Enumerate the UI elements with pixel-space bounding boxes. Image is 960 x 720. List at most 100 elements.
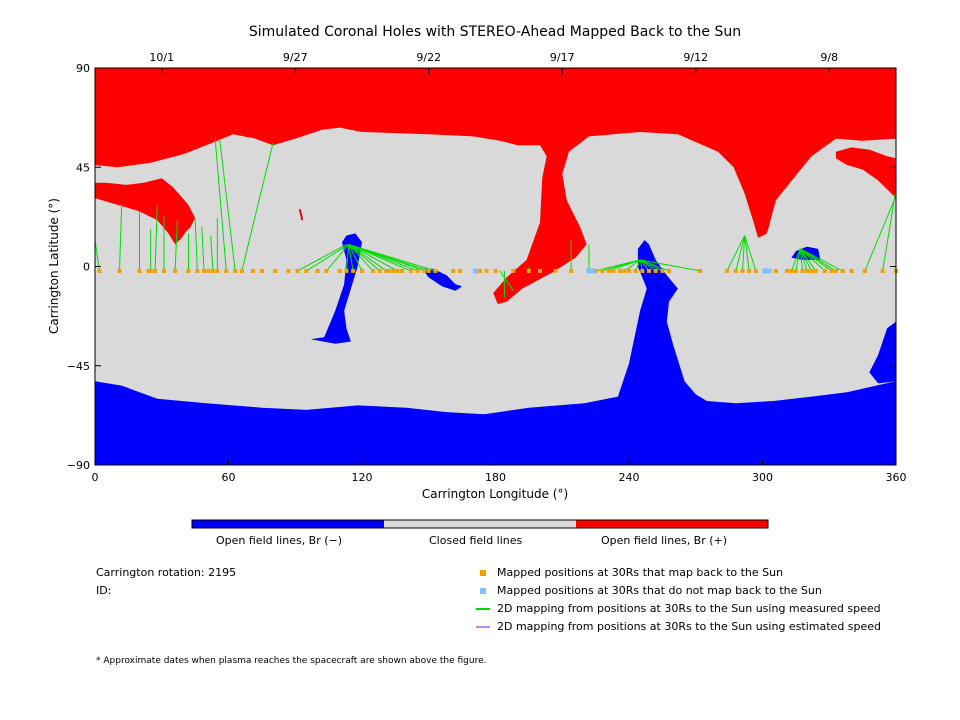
mapping-line (499, 270, 514, 292)
mapped-position-marker (259, 268, 264, 273)
mapped-position-marker (395, 268, 400, 273)
mapped-position-marker (426, 268, 431, 273)
x-axis-label: Carrington Longitude (°) (422, 487, 568, 501)
mapped-position-marker (773, 268, 778, 273)
mapped-position-marker (344, 268, 349, 273)
mapped-position-marker (304, 268, 309, 273)
unmapped-position-marker (586, 268, 592, 274)
mapped-position-marker (148, 268, 153, 273)
negative-coronal-hole-3 (95, 240, 896, 465)
mapped-position-marker (805, 268, 809, 273)
colorbar-segment (192, 520, 384, 528)
mapped-position-marker (880, 268, 885, 273)
mapped-position-marker (215, 268, 220, 273)
mapped-position-marker (195, 268, 200, 273)
date-label: 9/8 (820, 51, 838, 64)
mapped-position-marker (351, 268, 356, 273)
mapped-position-marker (627, 268, 631, 273)
mapped-position-marker (653, 268, 658, 273)
mapped-position-marker (667, 268, 672, 273)
mapped-position-marker (360, 268, 364, 273)
mapped-position-marker (784, 268, 789, 273)
carrington-rotation: Carrington rotation: 2195 (96, 566, 237, 579)
mapped-position-marker (477, 268, 482, 273)
mapped-position-marker (137, 268, 142, 273)
y-tick-label: −45 (67, 360, 90, 373)
mapping-line (345, 244, 350, 271)
legend-label-unmapped: Mapped positions at 30Rs that do not map… (497, 584, 822, 597)
y-tick-label: 45 (76, 161, 90, 174)
mapping-line (348, 243, 436, 272)
colorbar-label-closed: Closed field lines (429, 534, 523, 547)
mapped-position-marker (324, 268, 329, 273)
mapping-lines (94, 138, 897, 298)
mapped-position-marker (724, 268, 729, 273)
mapped-position-marker (538, 268, 542, 273)
mapped-position-marker (493, 268, 498, 273)
mapping-line (735, 235, 746, 272)
mapping-line (799, 248, 817, 272)
mapped-position-marker (740, 268, 745, 273)
colorbar-frame (191, 519, 769, 529)
mapping-line (94, 239, 100, 271)
y-tick-label: −90 (67, 459, 90, 472)
mapped-position-marker (647, 268, 652, 273)
mapped-position-marker (793, 268, 798, 273)
mapping-line (210, 235, 214, 271)
mapped-position-marker (161, 268, 166, 273)
positive-coronal-hole-2 (835, 147, 896, 199)
mapping-line (214, 138, 227, 271)
mapping-line (194, 217, 198, 271)
date-label: 9/27 (283, 51, 308, 64)
date-label: 10/1 (149, 51, 174, 64)
mapped-position-marker (224, 268, 229, 273)
mapped-position-marker (633, 268, 638, 273)
mapping-line (882, 189, 897, 271)
mapped-position-marker (400, 268, 405, 273)
mapping-line (219, 138, 236, 271)
mapped-position-marker (822, 268, 827, 273)
mapping-line (348, 244, 363, 272)
mapped-position-marker (840, 268, 845, 273)
mapped-position-marker (337, 268, 342, 273)
mapping-line (174, 220, 178, 271)
mapped-position-marker (97, 268, 102, 273)
mapping-line (799, 248, 804, 271)
date-label: 9/12 (683, 51, 708, 64)
mapped-position-marker (809, 268, 814, 273)
mapped-position-marker (640, 268, 645, 273)
mapping-line (726, 235, 746, 272)
mapped-position-marker (862, 268, 867, 273)
mapped-position-marker (153, 268, 158, 273)
mapped-position-marker (422, 268, 427, 273)
mapped-position-marker (239, 268, 244, 273)
mapping-line (799, 248, 812, 272)
mapped-position-marker (733, 268, 738, 273)
mapped-position-marker (273, 268, 278, 273)
mapped-position-marker (295, 268, 300, 273)
mapping-line (154, 204, 158, 271)
mapping-line (744, 235, 750, 271)
mapped-position-marker (569, 268, 574, 273)
mapping-line (799, 248, 808, 272)
mapped-position-marker (377, 268, 382, 273)
positive-fleck (298, 208, 303, 221)
mapped-position-marker (451, 268, 456, 273)
x-tick-label: 180 (485, 471, 506, 484)
mapping-line (306, 244, 349, 272)
mapped-position-marker (753, 268, 758, 273)
mapped-position-marker (202, 268, 207, 273)
x-tick-label: 60 (222, 471, 236, 484)
position-markers (97, 268, 898, 274)
mapped-position-marker (233, 268, 238, 273)
mapping-line (241, 142, 274, 272)
mapped-position-marker (833, 268, 838, 273)
mapping-line (790, 248, 801, 272)
colorbar (191, 519, 769, 529)
mapped-position-marker (371, 268, 376, 273)
positive-coronal-hole-1 (95, 178, 196, 245)
mapped-position-marker (457, 268, 462, 273)
footnote: * Approximate dates when plasma reaches … (96, 656, 487, 666)
legend-label-estimated-speed: 2D mapping from positions at 30Rs to the… (497, 620, 882, 633)
